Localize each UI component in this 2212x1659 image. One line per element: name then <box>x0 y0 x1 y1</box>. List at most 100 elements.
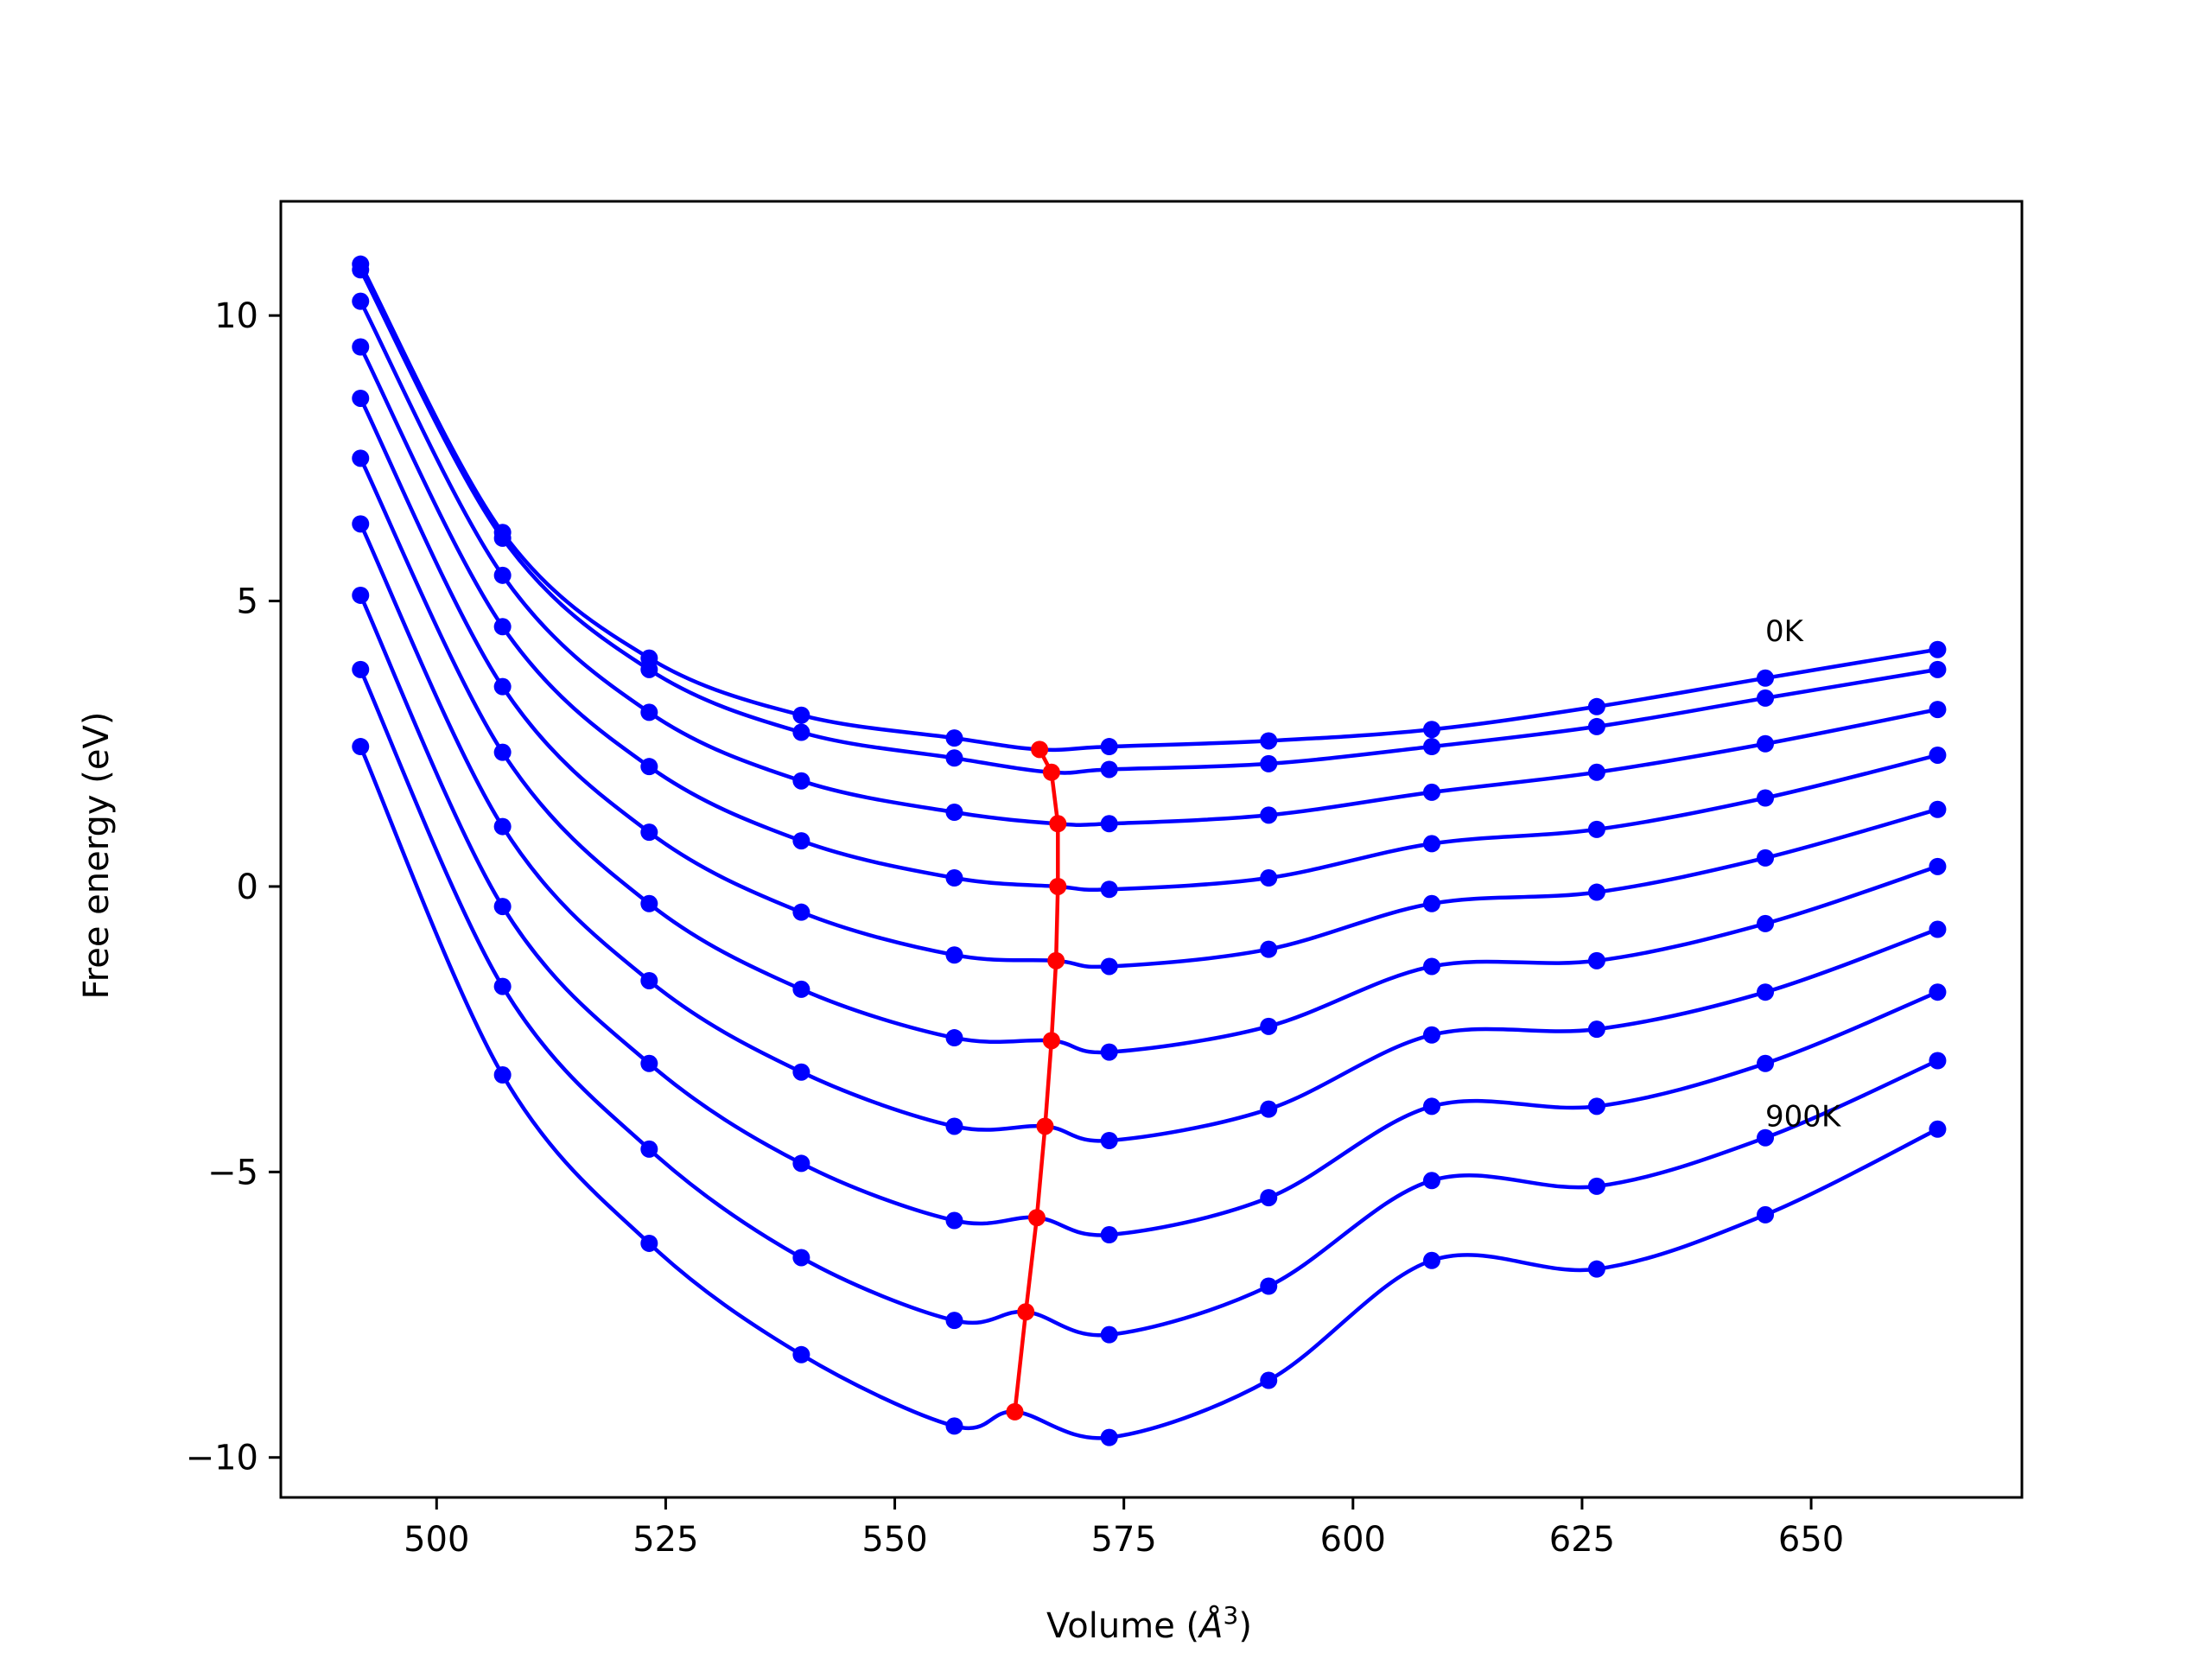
data-point <box>1423 894 1441 912</box>
data-point <box>1423 1026 1441 1044</box>
data-point <box>1587 697 1605 715</box>
data-point <box>1587 717 1605 735</box>
data-point <box>493 529 512 547</box>
data-point <box>1929 983 1947 1001</box>
fit-curve <box>359 397 1939 969</box>
data-point <box>1757 914 1775 932</box>
data-point <box>1587 883 1605 901</box>
data-point <box>792 1154 810 1173</box>
x-tick-label: 650 <box>1778 1520 1844 1560</box>
data-point <box>1757 1054 1775 1072</box>
data-point <box>1100 1226 1118 1244</box>
data-point <box>493 743 512 761</box>
data-point <box>1929 701 1947 719</box>
minimum-point <box>1017 1303 1035 1321</box>
data-point <box>945 946 963 964</box>
data-point <box>945 804 963 822</box>
data-point <box>1423 957 1441 976</box>
data-point <box>945 869 963 887</box>
data-point <box>1423 1172 1441 1190</box>
temperature-annotation: 900K <box>1765 1099 1842 1134</box>
minimum-point <box>1006 1402 1024 1421</box>
data-point <box>1757 1205 1775 1224</box>
data-point <box>1929 660 1947 678</box>
data-point <box>1100 1043 1118 1061</box>
data-point <box>352 586 370 604</box>
y-tick-label: 0 <box>237 868 258 907</box>
data-point <box>640 971 658 989</box>
data-point <box>1100 957 1118 976</box>
data-point <box>1929 920 1947 938</box>
data-point <box>352 292 370 310</box>
minimum-point <box>1047 951 1065 969</box>
data-point <box>1260 806 1278 824</box>
data-point <box>1100 1325 1118 1344</box>
data-points <box>352 255 1947 1446</box>
data-point <box>1929 746 1947 764</box>
data-point <box>1929 640 1947 658</box>
fit-curve <box>359 269 1938 775</box>
data-point <box>1260 754 1278 772</box>
data-point <box>1587 1260 1605 1278</box>
data-point <box>352 261 370 279</box>
data-point <box>1260 1277 1278 1295</box>
data-point <box>1587 951 1605 969</box>
data-point <box>352 660 370 678</box>
data-point <box>640 660 658 678</box>
fit-curve <box>359 300 1938 827</box>
data-point <box>1260 1189 1278 1207</box>
data-point <box>1100 760 1118 779</box>
x-tick-label: 525 <box>632 1520 698 1560</box>
data-point <box>493 817 512 836</box>
data-point <box>792 980 810 998</box>
data-point <box>1260 869 1278 887</box>
data-point <box>792 772 810 790</box>
data-point <box>1587 1177 1605 1195</box>
data-point <box>493 1066 512 1084</box>
data-point <box>792 903 810 921</box>
minimum-point <box>1042 1032 1060 1050</box>
data-point <box>1587 820 1605 838</box>
data-point <box>352 738 370 756</box>
minimum-line <box>1013 748 1060 1413</box>
data-point <box>1260 1017 1278 1035</box>
data-point <box>1260 732 1278 750</box>
data-point <box>1757 669 1775 687</box>
data-point <box>352 449 370 467</box>
data-point <box>792 706 810 724</box>
minimum-point <box>1049 877 1067 895</box>
y-axis-ticks: 10 5 0 −5 −10 <box>186 296 281 1478</box>
data-point <box>1757 734 1775 753</box>
data-point <box>493 977 512 995</box>
data-point <box>1100 738 1118 756</box>
data-point <box>1423 1097 1441 1116</box>
data-point <box>792 1345 810 1363</box>
data-point <box>1423 1251 1441 1269</box>
y-tick-label: 5 <box>237 582 258 622</box>
y-tick-label: −10 <box>186 1439 258 1478</box>
annotations: 0K 900K <box>1765 614 1842 1135</box>
plot-frame <box>279 200 2024 1499</box>
data-point <box>1100 1132 1118 1150</box>
data-point <box>493 618 512 636</box>
data-point <box>640 823 658 842</box>
data-point <box>640 758 658 776</box>
data-point <box>640 1054 658 1072</box>
minimum-energy-line <box>1006 741 1067 1421</box>
data-point <box>1757 1128 1775 1147</box>
minimum-point <box>1027 1209 1046 1227</box>
data-point <box>1757 689 1775 707</box>
data-point <box>1260 1100 1278 1118</box>
data-point <box>1587 763 1605 781</box>
data-point <box>1929 1052 1947 1070</box>
minimum-point <box>1049 815 1067 833</box>
fit-curve <box>359 457 1939 1055</box>
data-point <box>352 515 370 533</box>
fit-curve <box>359 594 1939 1237</box>
y-tick-label: 10 <box>214 296 258 336</box>
data-point <box>640 894 658 912</box>
data-point <box>1757 789 1775 807</box>
data-point <box>792 1063 810 1081</box>
data-point <box>945 1312 963 1330</box>
